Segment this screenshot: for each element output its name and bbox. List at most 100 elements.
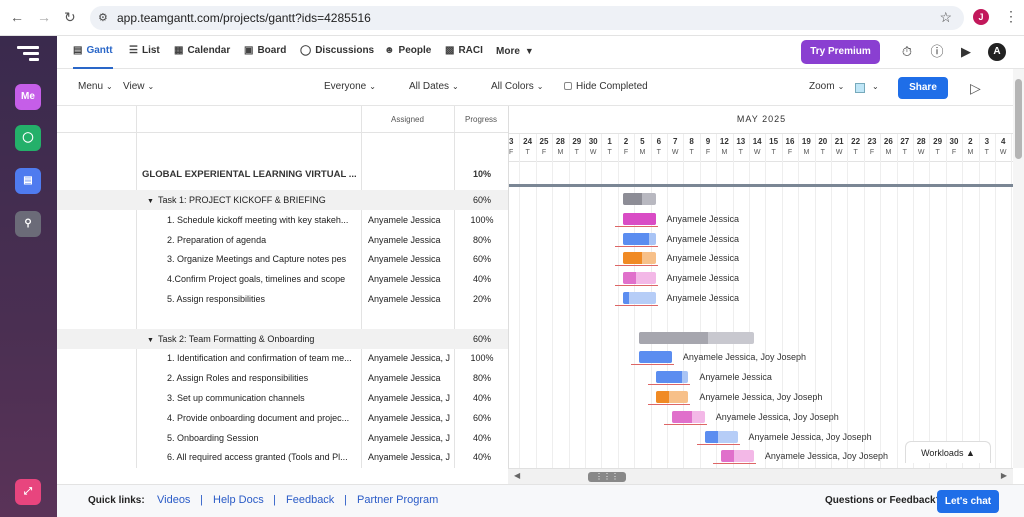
group-name[interactable]: ▼ Task 2: Team Formatting & Onboarding	[147, 334, 367, 344]
progress-cell[interactable]: 40%	[472, 393, 491, 403]
gantt-task-bar[interactable]	[622, 292, 656, 304]
bookmark-star-icon[interactable]: ☆	[939, 9, 952, 25]
vertical-scrollbar[interactable]	[1013, 69, 1024, 468]
assigned-cell[interactable]: Anyamele Jessica	[368, 294, 441, 304]
assigned-cell[interactable]: Anyamele Jessica	[368, 373, 441, 384]
progress-cell[interactable]: 40%	[472, 274, 491, 285]
assigned-cell[interactable]: Anyamele Jessica	[368, 254, 441, 265]
progress-cell[interactable]: 20%	[472, 294, 491, 304]
scroll-right-icon[interactable]: ▶	[1000, 471, 1007, 480]
task-group-row[interactable]: ▼ Task 2: Team Formatting & Onboarding 60%	[57, 328, 508, 349]
forward-icon[interactable]: →	[37, 9, 51, 25]
gantt-task-bar[interactable]	[622, 212, 656, 225]
task-name[interactable]: 1. Schedule kickoff meeting with key sta…	[167, 215, 359, 225]
task-group-row[interactable]: ▼ Task 1: PROJECT KICKOFF & BRIEFING 60%	[57, 190, 508, 210]
collapse-triangle-icon[interactable]: ▼	[147, 336, 154, 344]
task-name[interactable]: 2. Assign Roles and responsibilities	[167, 373, 359, 383]
tab-people[interactable]: ☻ People	[384, 45, 432, 56]
scroll-left-icon[interactable]: ◀	[514, 471, 521, 480]
tab-more[interactable]: More ▼	[496, 46, 534, 57]
assigned-cell[interactable]: Anyamele Jessica, J	[368, 393, 451, 403]
task-row[interactable]: 2. Assign Roles and responsibilities Anya…	[57, 368, 508, 388]
task-row[interactable]: 5. Onboarding Session Anyamele Jessica, J…	[57, 428, 508, 448]
teamgantt-logo-icon[interactable]	[17, 46, 39, 62]
progress-cell[interactable]: 60%	[472, 254, 491, 265]
task-name[interactable]: 2. Preparation of agenda	[167, 235, 359, 245]
color-picker-caret[interactable]: ⌄	[869, 81, 879, 92]
gantt-task-bar[interactable]	[622, 232, 656, 245]
task-row[interactable]: 2. Preparation of agenda Anyamele Jessica…	[57, 230, 508, 250]
discussions-rail-icon[interactable]: ◯	[15, 125, 41, 151]
expand-rail-icon[interactable]: ⤢	[15, 479, 41, 505]
tab-calendar[interactable]: ▦ Calendar	[174, 45, 231, 56]
reports-rail-icon[interactable]: ▤	[15, 168, 41, 194]
present-icon[interactable]: ▷	[970, 80, 981, 96]
tab-gantt[interactable]: ▤ Gantt	[73, 36, 113, 69]
task-row[interactable]: 5. Assign responsibilities Anyamele Jessi…	[57, 289, 508, 309]
share-button[interactable]: Share	[898, 77, 948, 99]
gantt-task-bar[interactable]	[704, 430, 738, 443]
lets-chat-button[interactable]: Let's chat	[937, 490, 999, 513]
horizontal-scroll-thumb[interactable]: ⋮⋮⋮	[588, 472, 626, 482]
task-name[interactable]: 5. Assign responsibilities	[167, 294, 359, 304]
video-icon[interactable]: ▶	[961, 44, 971, 59]
everyone-filter[interactable]: Everyone ⌄	[324, 81, 376, 92]
gantt-task-bar[interactable]	[622, 252, 656, 265]
progress-cell[interactable]: 80%	[472, 234, 491, 245]
zoom-dropdown[interactable]: Zoom ⌄	[809, 81, 845, 92]
project-name[interactable]: GLOBAL EXPERIENTAL LEARNING VIRTUAL ...	[142, 169, 357, 180]
progress-cell[interactable]: 100%	[470, 353, 494, 364]
progress-column-header[interactable]: Progress	[465, 115, 498, 124]
task-name[interactable]: 1. Identification and confirmation of te…	[167, 353, 359, 363]
back-icon[interactable]: ←	[10, 9, 24, 25]
assigned-cell[interactable]: Anyamele Jessica, J	[368, 353, 451, 364]
tab-discussions[interactable]: ◯ Discussions	[300, 45, 375, 56]
tab-list[interactable]: ☰ List	[129, 45, 160, 56]
progress-cell[interactable]: 100%	[470, 214, 494, 225]
site-settings-icon[interactable]: ⚙	[98, 12, 108, 24]
tab-board[interactable]: ▣ Board	[244, 45, 287, 56]
tab-raci[interactable]: ▩ RACI	[445, 45, 483, 56]
progress-cell[interactable]: 40%	[472, 432, 491, 443]
progress-cell[interactable]: 60%	[472, 333, 491, 344]
progress-cell[interactable]: 80%	[472, 373, 491, 384]
task-row[interactable]: 1. Identification and confirmation of te…	[57, 348, 508, 368]
gantt-task-bar[interactable]	[655, 371, 689, 384]
task-row[interactable]: 3. Set up communication channels Anyamele…	[57, 388, 508, 408]
project-row[interactable]: GLOBAL EXPERIENTAL LEARNING VIRTUAL ... …	[57, 133, 508, 190]
gantt-task-bar[interactable]	[721, 450, 754, 463]
task-name[interactable]: 4. Provide onboarding document and proje…	[167, 413, 359, 423]
colors-filter[interactable]: All Colors ⌄	[491, 81, 544, 92]
color-picker-swatch[interactable]	[855, 83, 865, 93]
task-name[interactable]: 6. All required access granted (Tools an…	[167, 452, 359, 462]
assigned-cell[interactable]: Anyamele Jessica	[368, 274, 441, 285]
task-row[interactable]: 6. All required access granted (Tools an…	[57, 447, 508, 467]
me-button[interactable]: Me	[15, 84, 41, 110]
task-row[interactable]: 1. Schedule kickoff meeting with key sta…	[57, 210, 508, 230]
try-premium-button[interactable]: Try Premium	[801, 40, 880, 64]
view-dropdown[interactable]: View ⌄	[123, 81, 155, 92]
assigned-column-header[interactable]: Assigned	[391, 115, 424, 124]
group-name[interactable]: ▼ Task 1: PROJECT KICKOFF & BRIEFING	[147, 195, 367, 205]
assigned-cell[interactable]: Anyamele Jessica	[368, 214, 441, 225]
browser-menu-icon[interactable]: ⋮	[1004, 8, 1018, 24]
partner-program-link[interactable]: Partner Program	[357, 494, 439, 506]
assigned-cell[interactable]: Anyamele Jessica	[368, 234, 441, 245]
user-avatar[interactable]: A	[988, 43, 1006, 61]
hide-completed-checkbox[interactable]: Hide Completed	[564, 81, 648, 92]
task-row[interactable]: 3. Organize Meetings and Capture notes p…	[57, 249, 508, 269]
workloads-toggle[interactable]: Workloads ▲	[905, 441, 991, 463]
menu-dropdown[interactable]: Menu ⌄	[78, 81, 113, 92]
reload-icon[interactable]: ↻	[64, 9, 76, 25]
dates-filter[interactable]: All Dates ⌄	[409, 81, 459, 92]
assigned-cell[interactable]: Anyamele Jessica, J	[368, 412, 451, 423]
address-bar[interactable]: ⚙ app.teamgantt.com/projects/gantt?ids=4…	[90, 6, 964, 30]
task-name[interactable]: 4.Confirm Project goals, timelines and s…	[167, 274, 359, 284]
gantt-task-bar[interactable]	[622, 272, 656, 285]
gantt-task-bar[interactable]	[655, 391, 689, 403]
gantt-task-bar[interactable]	[639, 331, 754, 344]
gantt-task-bar[interactable]	[622, 193, 656, 205]
timer-icon[interactable]: ⏱	[901, 44, 913, 59]
task-row[interactable]: 4. Provide onboarding document and proje…	[57, 408, 508, 428]
task-name[interactable]: 5. Onboarding Session	[167, 433, 359, 443]
